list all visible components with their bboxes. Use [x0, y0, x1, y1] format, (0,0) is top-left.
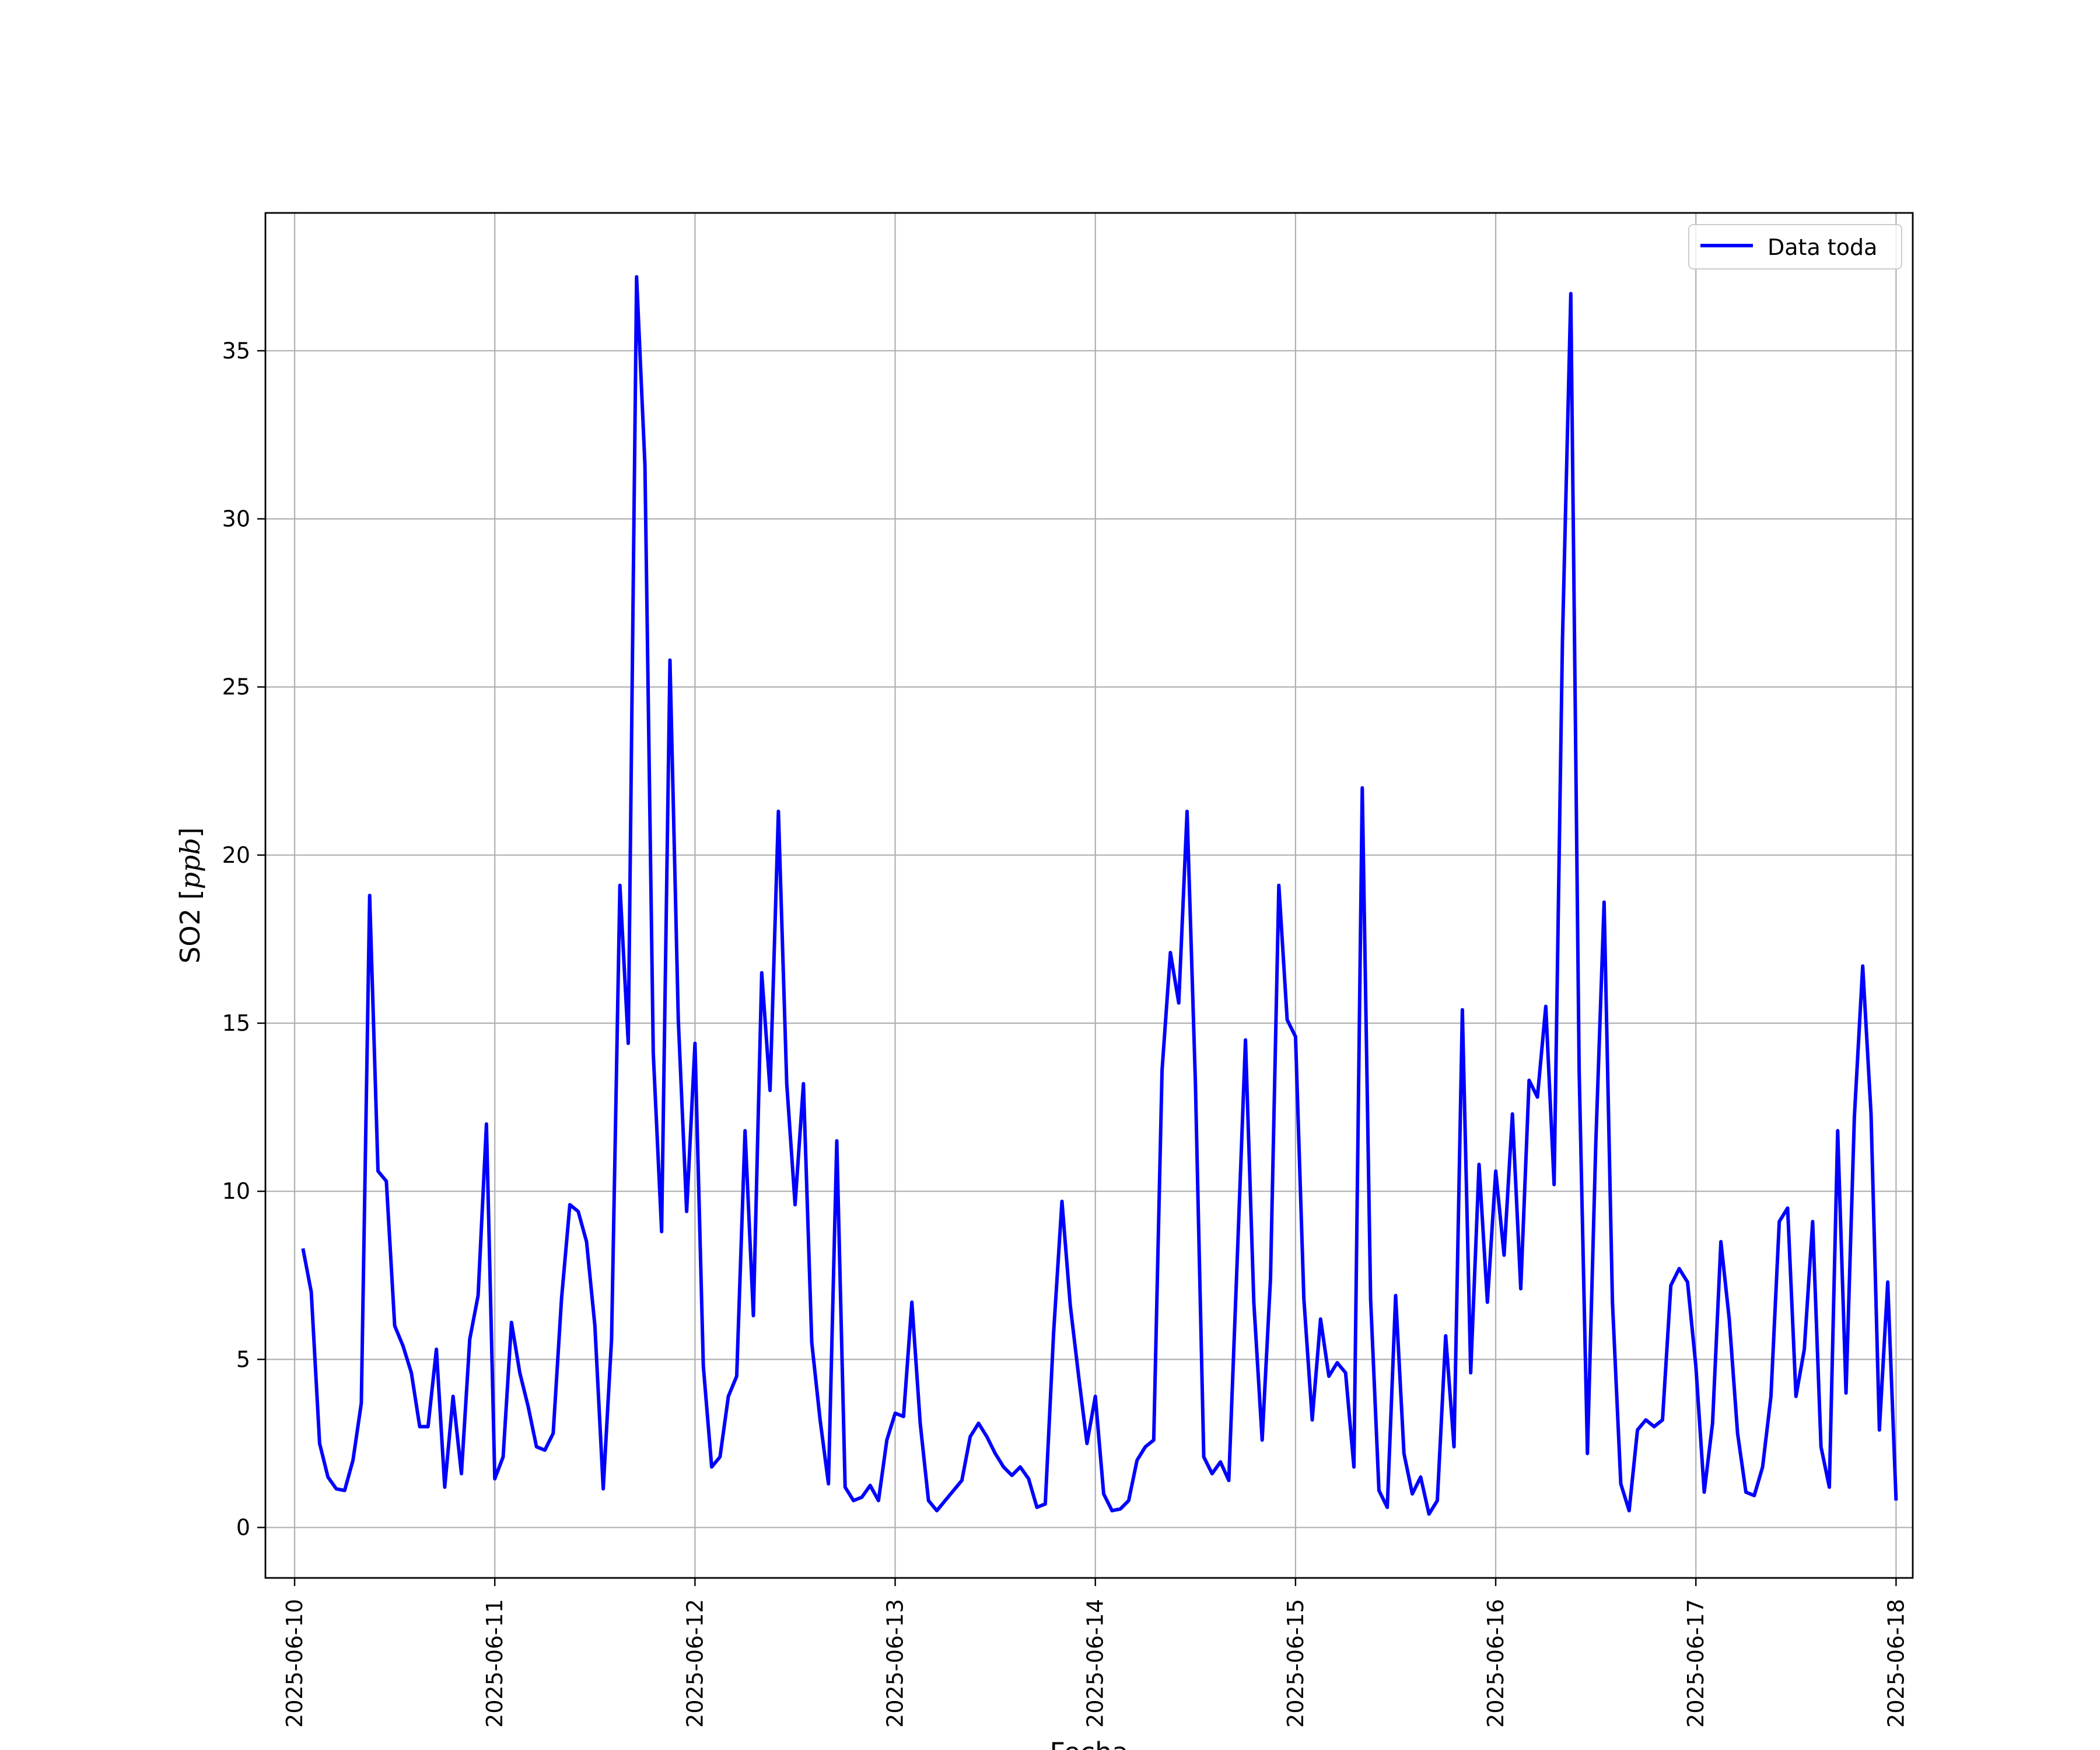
y-axis-label-text: SO2 [ [174, 890, 206, 964]
y-axis-label-close: ] [174, 827, 206, 838]
series-layer [301, 275, 1898, 1516]
x-tick-label: 2025-06-18 [1883, 1599, 1909, 1728]
y-tick-label: 15 [222, 1010, 250, 1036]
y-tick-label: 20 [222, 842, 250, 868]
y-tick-label: 30 [222, 506, 250, 531]
x-axis: 2025-06-10 2025-06-11 2025-06-12 2025-06-13… [282, 1578, 1909, 1728]
series-line [301, 275, 1898, 1516]
x-tick-label: 2025-06-12 [682, 1599, 708, 1728]
x-tick-label: 2025-06-16 [1483, 1599, 1508, 1728]
plot-frame [264, 212, 1914, 1579]
legend-label: Data toda [1768, 235, 1877, 260]
legend: Data toda [1688, 224, 1902, 270]
x-axis-label: Fecha [1050, 1737, 1129, 1750]
plot-area [265, 213, 1913, 1578]
y-tick-label: 10 [222, 1178, 250, 1204]
x-tick-label: 2025-06-10 [282, 1599, 307, 1728]
legend-box [1688, 224, 1902, 270]
y-tick-label: 35 [222, 338, 250, 363]
x-tick-label: 2025-06-17 [1683, 1599, 1709, 1728]
y-axis: 0 5 10 15 20 25 30 35 [222, 338, 265, 1541]
x-tick-label: 2025-06-15 [1283, 1599, 1308, 1728]
x-tick-label: 2025-06-13 [883, 1599, 908, 1728]
x-tick-label: 2025-06-14 [1083, 1599, 1108, 1728]
x-tick-label: 2025-06-11 [482, 1599, 508, 1728]
y-axis-label: SO2 [ppb] [174, 827, 206, 964]
y-axis-label-unit: ppb [174, 838, 206, 889]
y-tick-label: 25 [222, 674, 250, 700]
y-tick-label: 0 [236, 1515, 250, 1541]
y-tick-label: 5 [236, 1346, 250, 1372]
